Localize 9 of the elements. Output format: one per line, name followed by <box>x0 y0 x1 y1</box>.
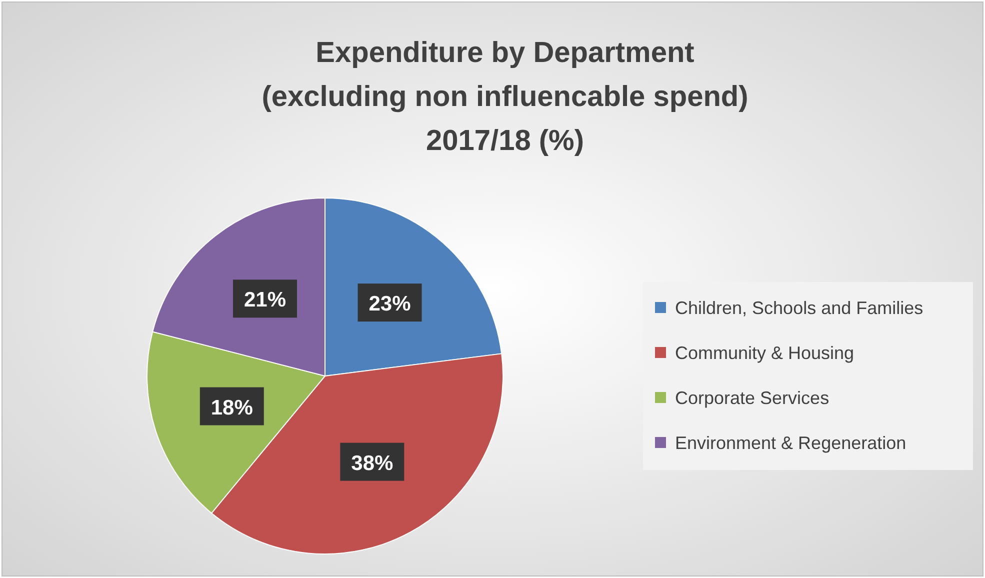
legend-label: Children, Schools and Families <box>675 298 924 318</box>
legend-label: Corporate Services <box>675 388 830 408</box>
data-label: 23% <box>368 292 412 316</box>
data-label: 21% <box>244 288 286 312</box>
chart-title: Expenditure by Department (excluding non influencable spend) 2017/18 (%) <box>262 37 748 157</box>
legend-label: Environment & Regeneration <box>675 433 906 453</box>
data-label: 18% <box>210 396 254 420</box>
data-label: 38% <box>351 452 394 475</box>
legend-label: Community & Housing <box>675 343 854 363</box>
